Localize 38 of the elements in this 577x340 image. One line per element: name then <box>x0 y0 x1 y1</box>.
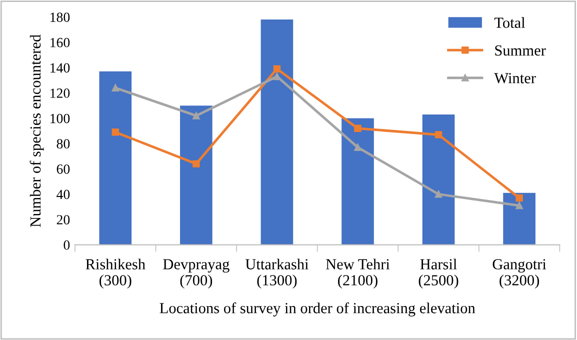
point <box>434 131 442 138</box>
point <box>354 144 362 151</box>
bar <box>342 118 374 245</box>
y-tick-label: 160 <box>50 38 70 48</box>
y-tick-label: 140 <box>50 63 70 73</box>
point <box>273 65 281 72</box>
x-axis-title: Locations of survey in order of increasing elevation <box>160 302 476 316</box>
y-tick-label: 100 <box>50 114 70 124</box>
bar <box>422 114 455 245</box>
point <box>192 160 200 168</box>
x-tick-label: Harsil (2500) <box>418 258 458 289</box>
point <box>112 84 120 92</box>
y-tick-label: 40 <box>56 190 70 200</box>
point <box>516 202 523 210</box>
point <box>192 112 200 120</box>
y-tick-label: 120 <box>50 88 70 98</box>
point <box>112 128 120 136</box>
bar <box>180 106 212 245</box>
legend-label: Total <box>494 17 526 28</box>
y-tick-label: 80 <box>56 139 70 149</box>
y-tick-label: 180 <box>50 12 70 22</box>
point <box>434 190 442 198</box>
y-tick-label: 20 <box>56 215 70 224</box>
x-tick-label: Gangotri (3200) <box>492 259 546 289</box>
y-tick-label: 60 <box>56 164 70 174</box>
bar <box>99 71 132 245</box>
x-tick-label: New Tehri (2100) <box>326 258 390 289</box>
legend-label: Summer <box>495 45 546 56</box>
x-tick-label: Uttarkashi (1300) <box>245 258 308 289</box>
legend-label: Winter <box>494 73 536 84</box>
y-tick-label: 0 <box>64 240 70 250</box>
point <box>516 194 523 202</box>
bar <box>503 192 536 245</box>
bar <box>260 20 294 245</box>
point <box>354 124 362 132</box>
x-tick-label: Devprayag (700) <box>163 259 230 289</box>
y-axis-title: Number of species encountered <box>30 34 44 227</box>
x-tick-label: Rishikesh (300) <box>86 258 146 289</box>
